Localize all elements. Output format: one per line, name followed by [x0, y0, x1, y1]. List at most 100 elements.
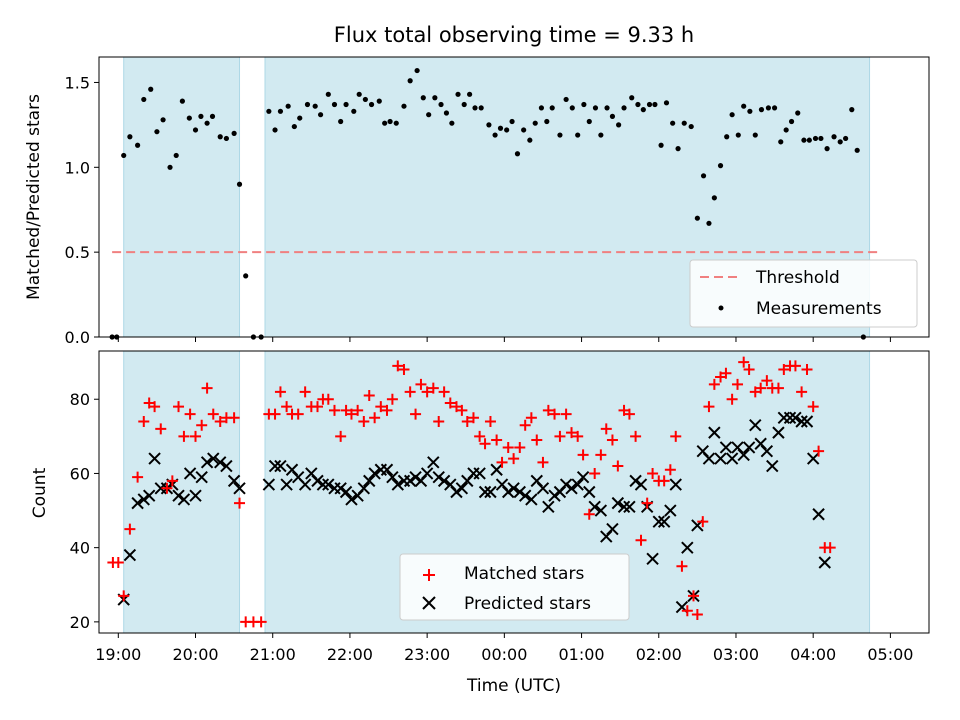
matched-point	[623, 408, 635, 420]
matched-point	[433, 416, 445, 427]
predicted-point	[339, 485, 353, 499]
matched-point	[708, 378, 720, 390]
matched-point	[398, 364, 410, 376]
matched-point	[427, 382, 439, 394]
measurement-point	[266, 108, 272, 114]
matched-point	[676, 560, 688, 572]
matched-point	[467, 412, 479, 424]
matched-point	[178, 430, 190, 442]
predicted-point	[708, 426, 721, 439]
measurement-point	[317, 112, 324, 118]
measurement-point	[812, 135, 819, 142]
measurement-point	[173, 152, 179, 159]
measurement-point	[575, 132, 581, 138]
predicted-point	[455, 482, 469, 495]
measurement-point	[735, 132, 741, 138]
measurement-point	[127, 134, 133, 140]
matched-point	[583, 508, 595, 520]
matched-point	[703, 401, 715, 413]
matched-point	[732, 378, 744, 390]
measurement-point	[167, 164, 173, 170]
predicted-point	[725, 452, 739, 465]
y-tick-label: 20	[70, 613, 90, 632]
measurement-point	[831, 134, 837, 140]
measurement-point	[670, 120, 676, 126]
matched-point	[124, 523, 136, 535]
matched-point	[461, 416, 473, 427]
measurement-point	[467, 91, 473, 97]
matched-point	[410, 408, 422, 420]
matched-point	[525, 412, 537, 424]
shaded-interval	[123, 57, 240, 337]
predicted-point	[559, 478, 573, 491]
measurement-point	[304, 101, 311, 108]
predicted-point	[783, 411, 797, 424]
matched-point	[201, 382, 213, 394]
matched-point	[479, 438, 491, 450]
top-panel: 0.0 0.5 1.0 1.5 Matched/Predicted stars Thr…	[24, 56, 930, 347]
measurement-point	[497, 125, 504, 131]
measurement-point	[616, 122, 622, 128]
matched-point	[358, 416, 370, 427]
predicted-point	[280, 478, 293, 491]
matched-point	[589, 467, 601, 479]
matched-point	[328, 404, 340, 416]
predicted-point	[742, 441, 756, 454]
matched-point	[542, 404, 554, 416]
measurement-point	[621, 105, 627, 111]
x-tick-label: 21:00	[250, 645, 296, 664]
predicted-point	[576, 470, 590, 484]
predicted-point	[450, 485, 463, 499]
measurement-point	[343, 101, 349, 108]
measurement-point	[368, 101, 375, 108]
matched-point	[234, 497, 246, 509]
legend-threshold-label: Threshold	[755, 268, 840, 288]
predicted-point	[719, 441, 733, 454]
x-tick-label: 20:00	[172, 645, 218, 664]
bottom-plot-frame	[98, 350, 930, 634]
x-tick-label: 23:00	[404, 645, 450, 664]
matched-point	[691, 608, 703, 620]
matched-point	[149, 401, 161, 413]
matched-point	[824, 542, 836, 554]
measurement-point	[432, 95, 438, 101]
predicted-point	[262, 478, 276, 491]
measurement-point	[362, 96, 368, 103]
matched-point	[299, 386, 311, 398]
predicted-point	[490, 463, 503, 476]
matched-point	[491, 434, 503, 446]
matched-point	[404, 386, 416, 398]
measurement-point	[198, 113, 204, 119]
predicted-point	[432, 470, 445, 484]
measurement-point	[351, 108, 357, 114]
predicted-point	[518, 489, 532, 502]
predicted-point	[123, 548, 137, 562]
predicted-point	[766, 459, 779, 473]
legend-measurements-swatch	[718, 305, 724, 311]
predicted-point	[502, 485, 515, 499]
measurement-point	[331, 101, 338, 108]
measurement-point	[758, 107, 765, 113]
predicted-point	[195, 470, 208, 484]
y-tick-label: 0.5	[65, 243, 90, 262]
measurement-point	[849, 107, 855, 113]
predicted-point	[634, 478, 648, 491]
predicted-point	[316, 478, 330, 491]
measurement-point	[806, 137, 812, 143]
matched-point	[670, 430, 682, 442]
matched-point	[635, 534, 647, 546]
legend-matched-swatch	[423, 569, 435, 581]
measurement-point	[658, 142, 664, 148]
measurement-point	[652, 101, 658, 108]
measurement-point	[209, 113, 216, 119]
measurement-point	[426, 112, 432, 118]
measurement-point	[356, 91, 362, 97]
measurement-point	[192, 127, 199, 133]
measurement-point	[557, 132, 563, 138]
predicted-point	[131, 496, 144, 510]
matched-point	[606, 434, 618, 446]
bottom-y-axis-label: Count	[30, 467, 50, 518]
predicted-point	[478, 485, 492, 499]
predicted-point	[298, 478, 312, 491]
